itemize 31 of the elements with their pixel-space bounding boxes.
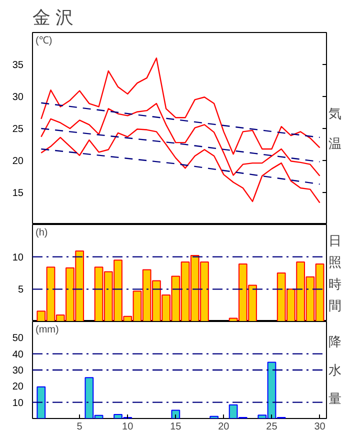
- line-series: [40, 128, 320, 204]
- bar: [210, 416, 219, 418]
- y-tick-label: 15: [12, 188, 24, 199]
- annotation: (h): [36, 228, 48, 238]
- y-tick-label: 5: [18, 284, 24, 296]
- y-tick-label: 10: [12, 252, 24, 264]
- y-tick-label: 35: [12, 60, 24, 71]
- y-tick-label: 20: [12, 156, 24, 167]
- y-tick-label: 30: [12, 366, 24, 376]
- x-tick-label: 20: [218, 422, 230, 432]
- x-tick-label: 30: [314, 422, 326, 432]
- x-tick-label: 10: [122, 422, 134, 432]
- x-tick-label: 25: [266, 422, 278, 432]
- y-tick-label: 40: [12, 349, 24, 360]
- annotation: (mm): [36, 324, 59, 336]
- y-tick-label: 50: [12, 333, 24, 344]
- line-series: [40, 102, 320, 176]
- bar: [171, 410, 180, 418]
- y-axis-title: 日照時間: [328, 232, 342, 314]
- y-tick-label: 25: [12, 124, 24, 135]
- y-tick-label: 30: [12, 92, 24, 103]
- y-axis-title: 降水量: [328, 334, 342, 406]
- x-tick-label: 5: [76, 422, 83, 432]
- y-axis-title: 気温: [328, 106, 342, 151]
- chart-title: 金 沢: [32, 8, 74, 28]
- y-tick-label: 20: [12, 382, 24, 393]
- y-tick-label: 10: [12, 398, 24, 409]
- bar: [36, 386, 46, 418]
- x-tick-label: 15: [170, 422, 182, 432]
- annotation: (℃): [36, 36, 52, 46]
- line-series: [40, 58, 320, 155]
